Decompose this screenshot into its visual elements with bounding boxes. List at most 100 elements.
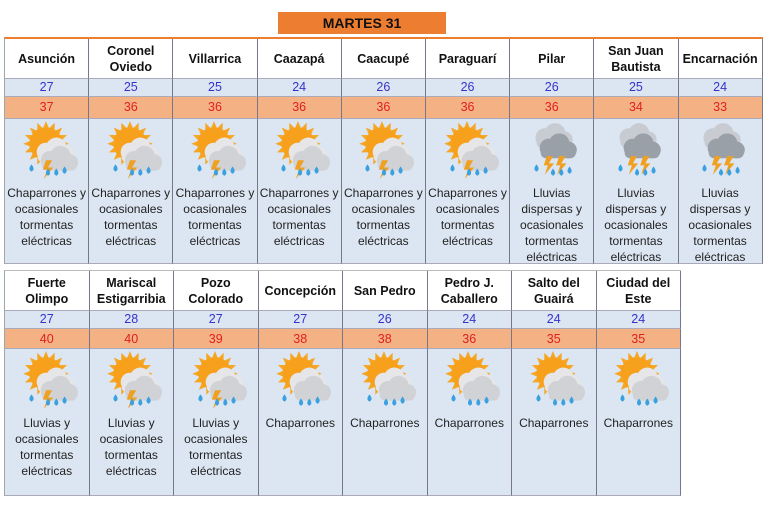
forecast-description: Chaparrones (350, 416, 420, 430)
forecast-cell: Lluvias dispersas y ocasionales tormenta… (510, 119, 595, 264)
forecast-cell: Lluvias dispersas y ocasionales tormenta… (678, 119, 763, 264)
max-temp: 38 (258, 329, 343, 349)
min-temp: 24 (257, 79, 342, 97)
min-temp: 26 (343, 311, 428, 329)
max-temp: 40 (5, 329, 90, 349)
max-temp: 36 (89, 97, 174, 119)
sun-storm-icon (5, 121, 88, 183)
max-temp: 35 (596, 329, 681, 349)
forecast-cell: Lluvias y ocasionales tormentas eléctric… (89, 349, 174, 496)
storm-cloud-icon (594, 121, 677, 183)
storm-cloud-icon (510, 121, 593, 183)
sun-rain-icon (343, 351, 427, 413)
forecast-cell: Chaparrones (512, 349, 597, 496)
city-header: Ciudad del Este (596, 271, 681, 311)
max-temp: 34 (594, 97, 679, 119)
forecast-cell: Chaparrones y ocasionales tormentas eléc… (173, 119, 258, 264)
forecast-cell: Chaparrones y ocasionales tormentas eléc… (257, 119, 342, 264)
max-temp: 37 (5, 97, 90, 119)
storm-cloud-icon (679, 121, 762, 183)
city-header: Pedro J. Caballero (427, 271, 512, 311)
forecast-cell: Chaparrones (596, 349, 681, 496)
min-temp: 24 (678, 79, 763, 97)
forecast-cell: Lluvias dispersas y ocasionales tormenta… (594, 119, 679, 264)
city-header: Pozo Colorado (174, 271, 259, 311)
city-header: Encarnación (678, 39, 763, 79)
city-header: Caacupé (341, 39, 426, 79)
max-temp: 35 (512, 329, 597, 349)
sun-rain-icon (597, 351, 681, 413)
min-temp: 27 (5, 79, 90, 97)
max-temp: 36 (257, 97, 342, 119)
min-temp: 25 (89, 79, 174, 97)
city-header: Mariscal Estigarribia (89, 271, 174, 311)
forecast-description: Chaparrones (265, 416, 335, 430)
forecast-cell: Lluvias y ocasionales tormentas eléctric… (174, 349, 259, 496)
forecast-description: Chaparrones y ocasionales tormentas eléc… (259, 186, 339, 248)
sun-storm-icon (426, 121, 509, 183)
sun-storm-icon (5, 351, 89, 413)
max-temp: 36 (427, 329, 512, 349)
forecast-description: Chaparrones (519, 416, 589, 430)
sun-storm-icon (90, 351, 174, 413)
city-header: Fuerte Olimpo (5, 271, 90, 311)
city-header: Asunción (5, 39, 90, 79)
forecast-cell: Chaparrones y ocasionales tormentas eléc… (341, 119, 426, 264)
forecast-description: Chaparrones y ocasionales tormentas eléc… (428, 186, 507, 248)
min-temp: 27 (5, 311, 90, 329)
forecast-description: Chaparrones y ocasionales tormentas eléc… (343, 186, 423, 248)
sun-rain-icon (512, 351, 596, 413)
forecast-table-2: Fuerte Olimpo Mariscal Estigarribia Pozo C… (4, 270, 681, 496)
min-temp: 27 (258, 311, 343, 329)
city-header: Caazapá (257, 39, 342, 79)
min-temp: 25 (594, 79, 679, 97)
forecast-cell: Chaparrones (258, 349, 343, 496)
sun-storm-icon (89, 121, 172, 183)
max-temp: 38 (343, 329, 428, 349)
max-temp: 36 (425, 97, 511, 119)
city-header: Salto del Guairá (512, 271, 597, 311)
city-header: Villarrica (173, 39, 258, 79)
sun-rain-icon (428, 351, 512, 413)
forecast-description: Chaparrones (603, 416, 673, 430)
min-temp: 25 (173, 79, 258, 97)
min-temp: 26 (341, 79, 426, 97)
forecast-description: Lluvias dispersas y ocasionales tormenta… (604, 186, 668, 264)
city-header: San Juan Bautista (594, 39, 679, 79)
min-temp: 24 (512, 311, 597, 329)
city-header: Pilar (510, 39, 595, 79)
min-temp: 28 (89, 311, 174, 329)
forecast-cell: Chaparrones y ocasionales tormentas eléc… (89, 119, 174, 264)
min-temp: 24 (596, 311, 681, 329)
forecast-description: Lluvias y ocasionales tormentas eléctric… (99, 416, 163, 478)
forecast-description: Lluvias y ocasionales tormentas eléctric… (184, 416, 248, 478)
max-temp: 39 (174, 329, 259, 349)
forecast-description: Lluvias y ocasionales tormentas eléctric… (15, 416, 79, 478)
max-temp: 36 (510, 97, 595, 119)
sun-storm-icon (258, 121, 341, 183)
forecast-cell: Chaparrones (427, 349, 512, 496)
max-temp: 33 (678, 97, 763, 119)
max-temp: 40 (89, 329, 174, 349)
forecast-description: Chaparrones (434, 416, 504, 430)
min-temp: 26 (425, 79, 511, 97)
forecast-cell: Chaparrones (343, 349, 428, 496)
forecast-description: Chaparrones y ocasionales tormentas eléc… (175, 186, 255, 248)
min-temp: 24 (427, 311, 512, 329)
city-header: Coronel Oviedo (89, 39, 174, 79)
max-temp: 36 (173, 97, 258, 119)
forecast-cell: Lluvias y ocasionales tormentas eléctric… (5, 349, 90, 496)
forecast-description: Lluvias dispersas y ocasionales tormenta… (520, 186, 584, 264)
city-header: San Pedro (343, 271, 428, 311)
city-header: Concepción (258, 271, 343, 311)
sun-rain-icon (259, 351, 343, 413)
forecast-cell: Chaparrones y ocasionales tormentas eléc… (425, 119, 511, 264)
min-temp: 26 (510, 79, 595, 97)
forecast-description: Chaparrones y ocasionales tormentas eléc… (7, 186, 86, 248)
sun-storm-icon (173, 121, 256, 183)
forecast-description: Lluvias dispersas y ocasionales tormenta… (688, 186, 752, 264)
day-title: MARTES 31 (278, 12, 446, 34)
sun-storm-icon (174, 351, 258, 413)
forecast-table-1: Asunción Coronel Oviedo Villarrica Caazapá C… (4, 37, 763, 264)
sun-storm-icon (342, 121, 425, 183)
